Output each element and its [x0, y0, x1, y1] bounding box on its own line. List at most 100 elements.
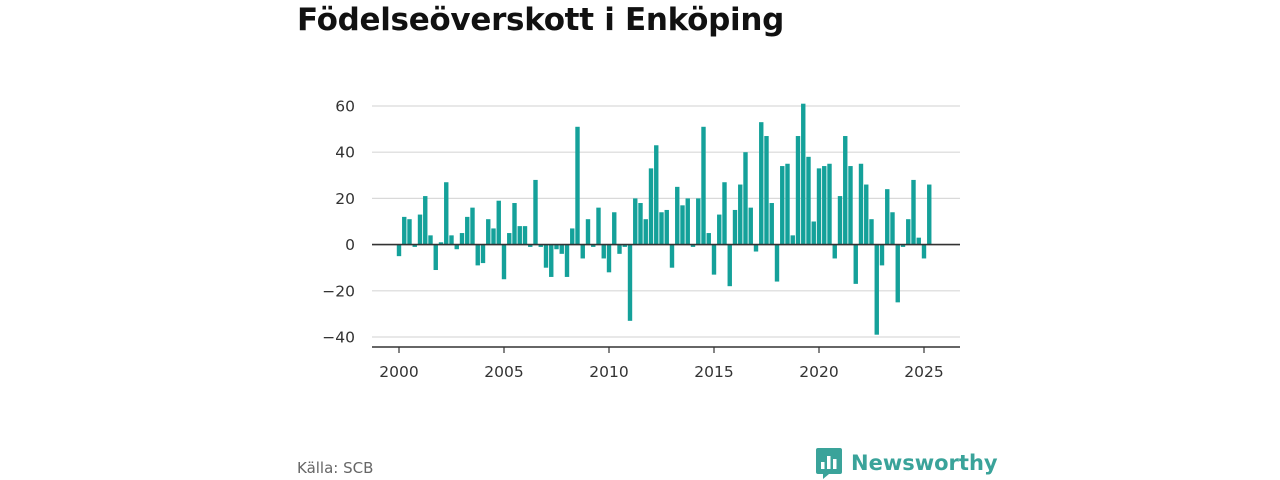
bar — [491, 228, 496, 245]
bar — [816, 168, 822, 245]
bar — [822, 166, 827, 245]
bar — [827, 163, 832, 245]
bar — [580, 244, 585, 259]
bar — [795, 136, 801, 245]
bar — [780, 166, 785, 245]
bar — [921, 244, 927, 259]
bar — [711, 244, 717, 275]
bar — [549, 244, 554, 277]
chart-title: Födelseöverskott i Enköping — [297, 2, 785, 38]
bar — [769, 203, 774, 245]
bar — [465, 216, 470, 245]
bar — [454, 244, 459, 250]
bar — [853, 244, 858, 284]
bar — [895, 244, 900, 303]
bar — [627, 244, 633, 321]
y-tick-labels: −40 −20 0 20 40 60 — [322, 98, 355, 347]
bar — [848, 166, 853, 245]
bar — [522, 226, 528, 245]
y-tick-label: 60 — [335, 98, 355, 116]
bar — [864, 184, 869, 245]
bar — [633, 198, 638, 245]
brand-logo: Newsworthy — [815, 446, 998, 480]
bar — [591, 244, 596, 247]
chart-logo-icon — [816, 448, 842, 479]
bar — [890, 212, 895, 245]
bar — [879, 244, 885, 266]
bar — [790, 235, 795, 245]
bar — [664, 209, 669, 245]
bar — [806, 156, 811, 245]
bar — [659, 212, 664, 245]
bar-chart: −40 −20 0 20 40 60 2000 2005 2010 2015 2020 2025 — [322, 98, 960, 381]
bar — [701, 126, 706, 245]
bar — [685, 198, 690, 245]
x-tick-labels: 2000 2005 2010 2015 2020 2025 — [379, 363, 943, 381]
source-note: Källa: SCB — [297, 459, 374, 477]
x-tick-label: 2020 — [799, 363, 838, 381]
y-tick-label: −20 — [322, 282, 355, 300]
bar — [617, 244, 622, 254]
bar — [916, 237, 921, 245]
bar — [612, 212, 617, 245]
bar — [575, 126, 580, 245]
bar — [407, 219, 412, 245]
bar — [927, 184, 932, 245]
axes — [372, 243, 960, 353]
bar — [654, 145, 659, 245]
bar — [507, 233, 512, 245]
bar — [596, 207, 601, 245]
bar — [753, 244, 759, 252]
bar — [717, 214, 722, 245]
bar — [475, 244, 480, 266]
bar — [759, 122, 764, 245]
bar — [585, 219, 591, 245]
bar — [801, 103, 806, 245]
y-tick-label: 20 — [335, 190, 355, 208]
bar — [396, 244, 402, 257]
bar — [606, 244, 612, 273]
bar — [538, 244, 543, 247]
bar — [874, 244, 879, 335]
bar — [533, 179, 538, 245]
bar — [722, 182, 727, 245]
bar — [675, 186, 680, 245]
x-tick-label: 2025 — [904, 363, 943, 381]
bar — [554, 244, 559, 250]
bar — [470, 207, 475, 245]
bar — [512, 203, 517, 245]
bars — [396, 103, 932, 335]
bar — [528, 244, 533, 247]
bar — [858, 163, 864, 245]
bar — [680, 205, 685, 245]
bar — [459, 233, 465, 245]
bar — [601, 244, 606, 259]
x-tick-label: 2015 — [694, 363, 733, 381]
x-tick-label: 2005 — [484, 363, 523, 381]
bar — [449, 235, 454, 245]
y-tick-label: −40 — [322, 329, 355, 347]
bar — [564, 244, 570, 277]
bar — [622, 244, 627, 247]
bar — [402, 216, 407, 245]
bar — [774, 244, 780, 282]
bar — [480, 244, 486, 264]
bar — [501, 244, 507, 280]
bar — [669, 244, 675, 268]
bar — [543, 244, 549, 268]
bar — [869, 219, 874, 245]
brand-name: Newsworthy — [851, 451, 998, 475]
bar — [727, 244, 732, 287]
bar — [438, 242, 444, 245]
bar — [417, 214, 423, 245]
y-tick-label: 0 — [345, 236, 355, 254]
bar — [832, 244, 837, 259]
bar — [706, 233, 711, 245]
bar — [638, 203, 643, 245]
bar — [748, 207, 753, 245]
bar — [811, 221, 816, 245]
bar — [690, 244, 696, 247]
bar — [764, 136, 769, 245]
bar — [900, 244, 906, 247]
bar — [911, 179, 916, 245]
